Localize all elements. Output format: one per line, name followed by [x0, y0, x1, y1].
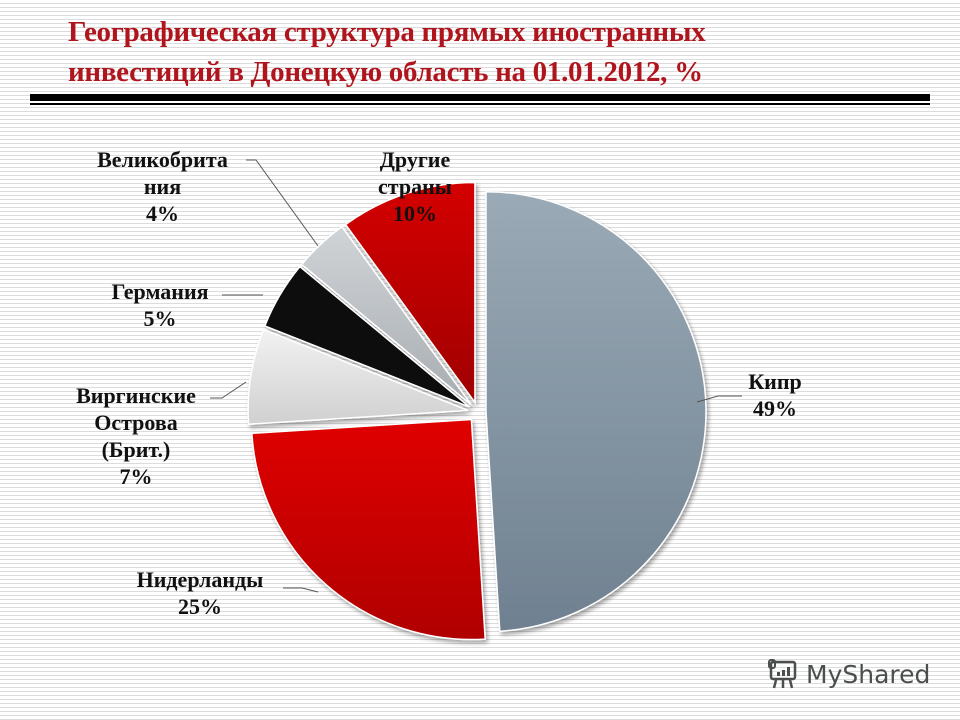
- label-uk-line2: ния: [143, 174, 182, 199]
- slice-netherlands: [251, 418, 486, 641]
- title-divider-thin: [30, 103, 930, 105]
- leader-line-netherlands: [283, 587, 319, 593]
- label-germany-name: Германия: [111, 279, 209, 304]
- leader-line-bvi: [210, 381, 247, 399]
- label-cyprus-name: Кипр: [748, 369, 802, 394]
- label-cyprus-pct: 49%: [753, 396, 797, 421]
- label-bvi: Виргинские Острова (Брит.) 7%: [56, 382, 216, 490]
- leader-line-cyprus: [696, 395, 742, 403]
- label-germany: Германия 5%: [95, 278, 225, 332]
- label-bvi-pct: 7%: [119, 464, 153, 489]
- leader-line-uk: [246, 159, 319, 247]
- label-other-line1: Другие: [379, 147, 451, 172]
- label-netherlands-name: Нидерланды: [136, 567, 264, 592]
- label-uk-line1: Великобрита: [97, 147, 228, 172]
- chart-title: Географическая структура прямых иностран…: [68, 12, 928, 92]
- label-germany-pct: 5%: [143, 306, 177, 331]
- label-uk: Великобрита ния 4%: [80, 146, 245, 227]
- chart-title-line1: Географическая структура прямых иностран…: [68, 16, 706, 48]
- slice-other: [344, 181, 476, 405]
- label-other: Другие страны 10%: [350, 146, 480, 227]
- title-divider-thick: [30, 94, 930, 101]
- label-bvi-line3: (Брит.): [101, 437, 171, 462]
- presentation-board-icon: [768, 659, 797, 689]
- label-other-pct: 10%: [393, 201, 437, 226]
- watermark-text: MyShared: [806, 659, 931, 689]
- slice-uk: [300, 225, 472, 406]
- label-netherlands-pct: 25%: [178, 594, 222, 619]
- chart-title-line2: инвестиций в Донецкую область на 01.01.2…: [68, 56, 703, 88]
- slice-bvi: [247, 328, 469, 426]
- slice-germany: [263, 265, 470, 408]
- label-bvi-line1: Виргинские: [76, 383, 196, 408]
- label-uk-pct: 4%: [146, 201, 179, 226]
- label-cyprus: Кипр 49%: [720, 368, 830, 422]
- label-bvi-line2: Острова: [94, 410, 178, 435]
- label-other-line2: страны: [378, 174, 452, 199]
- watermark: MyShared: [766, 656, 930, 692]
- label-netherlands: Нидерланды 25%: [110, 566, 290, 620]
- slice-cyprus: [485, 190, 707, 633]
